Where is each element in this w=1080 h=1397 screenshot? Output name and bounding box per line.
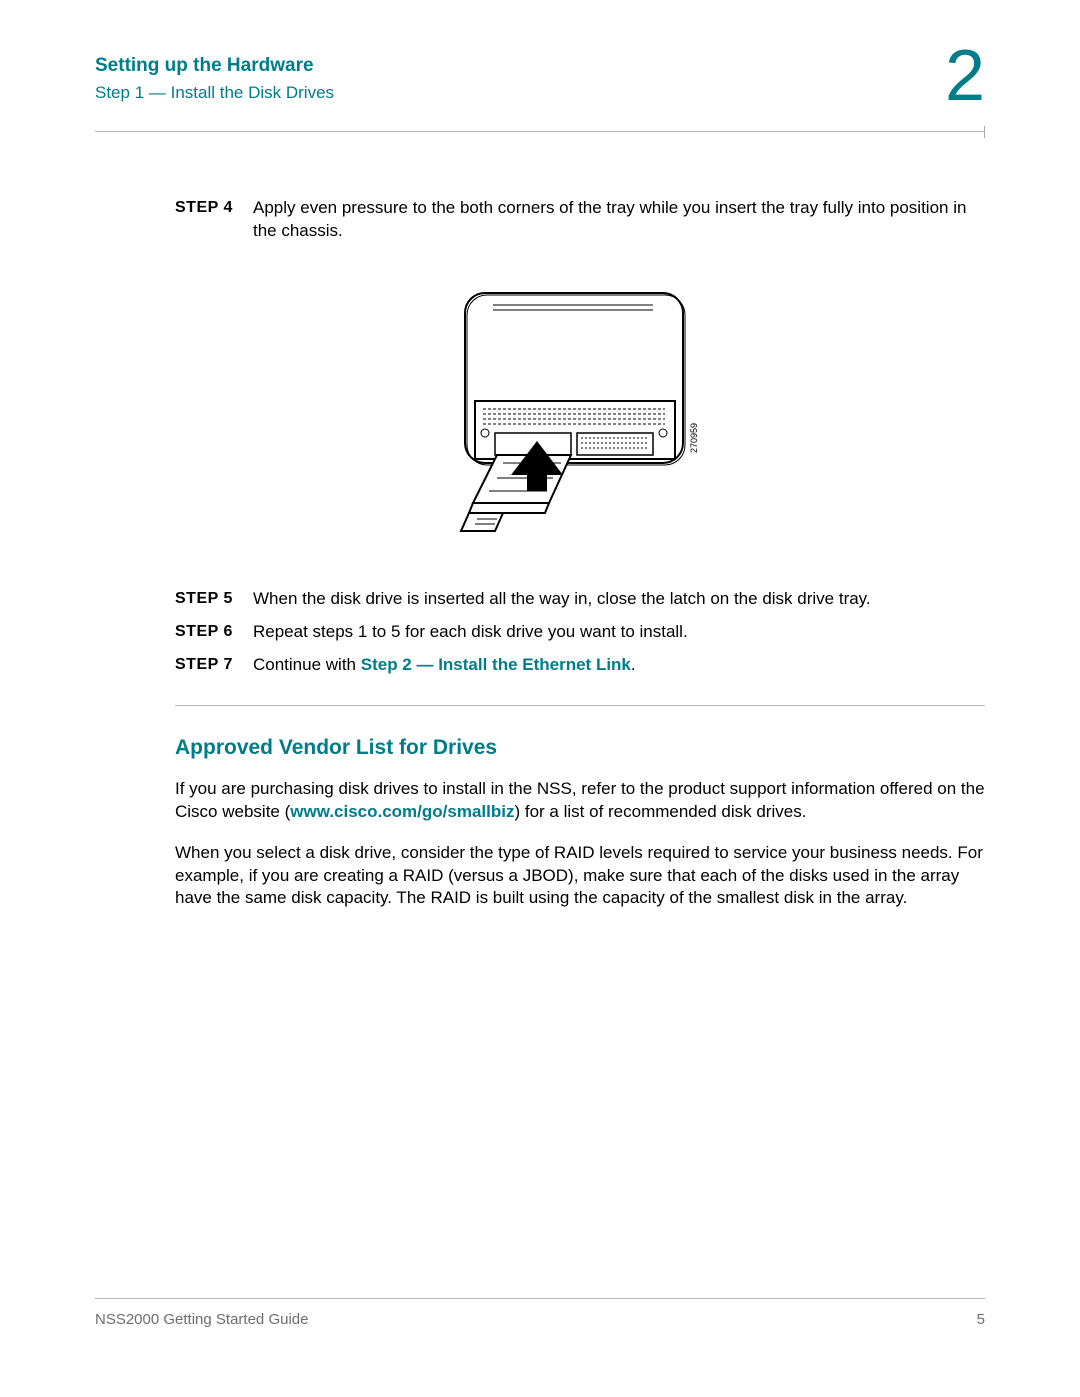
chapter-number: 2 [945, 35, 985, 117]
page-header: Setting up the Hardware Step 1 — Install… [95, 55, 985, 155]
step-text: Continue with Step 2 — Install the Ether… [253, 654, 985, 677]
figure-drive-tray: 270959 [175, 283, 985, 543]
step-row: STEP 5 When the disk drive is inserted a… [175, 588, 985, 611]
ethernet-link[interactable]: Step 2 — Install the Ethernet Link [361, 655, 631, 674]
step-label: STEP 7 [175, 654, 253, 676]
footer-page-number: 5 [977, 1311, 985, 1328]
step-row: STEP 6 Repeat steps 1 to 5 for each disk… [175, 621, 985, 644]
step-label: STEP 6 [175, 621, 253, 643]
step-text: Apply even pressure to the both corners … [253, 197, 985, 243]
step-row: STEP 4 Apply even pressure to the both c… [175, 197, 985, 243]
cisco-link[interactable]: www.cisco.com/go/smallbiz [290, 802, 514, 821]
step-label: STEP 5 [175, 588, 253, 610]
header-title: Setting up the Hardware [95, 55, 985, 77]
body-paragraph: When you select a disk drive, consider t… [175, 842, 985, 911]
para1-suffix: ) for a list of recommended disk drives. [514, 802, 806, 821]
step-row: STEP 7 Continue with Step 2 — Install th… [175, 654, 985, 677]
header-subtitle: Step 1 — Install the Disk Drives [95, 83, 985, 103]
drive-tray-illustration: 270959 [453, 283, 708, 543]
header-rule [95, 131, 985, 132]
chapter-rule [929, 126, 985, 138]
body-paragraph: If you are purchasing disk drives to ins… [175, 778, 985, 824]
footer-left: NSS2000 Getting Started Guide [95, 1311, 308, 1328]
section-heading: Approved Vendor List for Drives [175, 736, 985, 760]
step7-suffix: . [631, 655, 636, 674]
step-text: When the disk drive is inserted all the … [253, 588, 985, 611]
section-rule [175, 705, 985, 706]
step7-prefix: Continue with [253, 655, 361, 674]
step-text: Repeat steps 1 to 5 for each disk drive … [253, 621, 985, 644]
page-footer: NSS2000 Getting Started Guide 5 [95, 1298, 985, 1328]
step-label: STEP 4 [175, 197, 253, 219]
figure-id-label: 270959 [689, 423, 699, 453]
